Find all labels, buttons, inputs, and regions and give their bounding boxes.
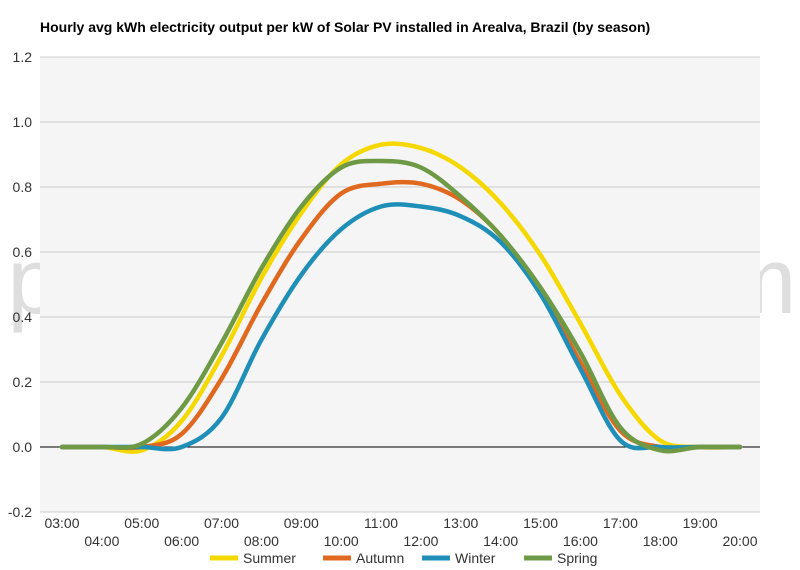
x-tick-label: 06:00 — [164, 533, 199, 549]
x-tick-label: 14:00 — [483, 533, 518, 549]
y-tick-label: 0.2 — [13, 374, 33, 390]
x-tick-label: 10:00 — [324, 533, 359, 549]
legend-item-spring[interactable]: Spring — [524, 550, 597, 566]
y-tick-label: 0.8 — [13, 179, 33, 195]
x-tick-label: 17:00 — [603, 515, 638, 531]
x-tick-label: 11:00 — [364, 515, 398, 531]
x-tick-label: 09:00 — [284, 515, 319, 531]
x-tick-label: 15:00 — [523, 515, 558, 531]
y-axis-ticks: -0.2 0.0 0.2 0.4 0.6 0.8 1.0 1.2 — [8, 49, 32, 520]
legend: Summer Autumn Winter Spring — [210, 550, 597, 566]
x-tick-label: 20:00 — [722, 533, 757, 549]
x-tick-label: 18:00 — [643, 533, 678, 549]
legend-item-winter[interactable]: Winter — [422, 550, 496, 566]
plot-background — [40, 57, 760, 512]
x-tick-label: 03:00 — [44, 515, 79, 531]
chart-title: Hourly avg kWh electricity output per kW… — [40, 19, 651, 35]
y-tick-label: 0.4 — [13, 309, 33, 325]
series-line-spring — [59, 158, 743, 454]
y-tick-label: 1.0 — [13, 114, 33, 130]
x-axis-ticks: 03:00 04:00 05:00 06:00 07:00 08:00 09:00 10:00… — [44, 515, 757, 549]
legend-item-autumn[interactable]: Autumn — [323, 550, 404, 566]
series-line-summer — [59, 141, 743, 454]
series-line-winter — [59, 202, 743, 452]
legend-label: Winter — [455, 550, 496, 566]
x-tick-label: 13:00 — [443, 515, 478, 531]
x-tick-label: 12:00 — [403, 533, 438, 549]
y-tick-label: -0.2 — [8, 504, 32, 520]
y-tick-label: 0.6 — [13, 244, 33, 260]
legend-label: Spring — [557, 550, 597, 566]
x-tick-label: 05:00 — [124, 515, 159, 531]
y-tick-label: 1.2 — [13, 49, 33, 65]
legend-label: Summer — [243, 550, 296, 566]
y-tick-label: 0.0 — [13, 439, 33, 455]
series-lines — [59, 141, 743, 454]
x-tick-label: 19:00 — [683, 515, 718, 531]
legend-label: Autumn — [356, 550, 404, 566]
x-tick-label: 04:00 — [84, 533, 119, 549]
x-tick-label: 08:00 — [244, 533, 279, 549]
x-tick-label: 07:00 — [204, 515, 239, 531]
x-tick-label: 16:00 — [563, 533, 598, 549]
legend-item-summer[interactable]: Summer — [210, 550, 296, 566]
